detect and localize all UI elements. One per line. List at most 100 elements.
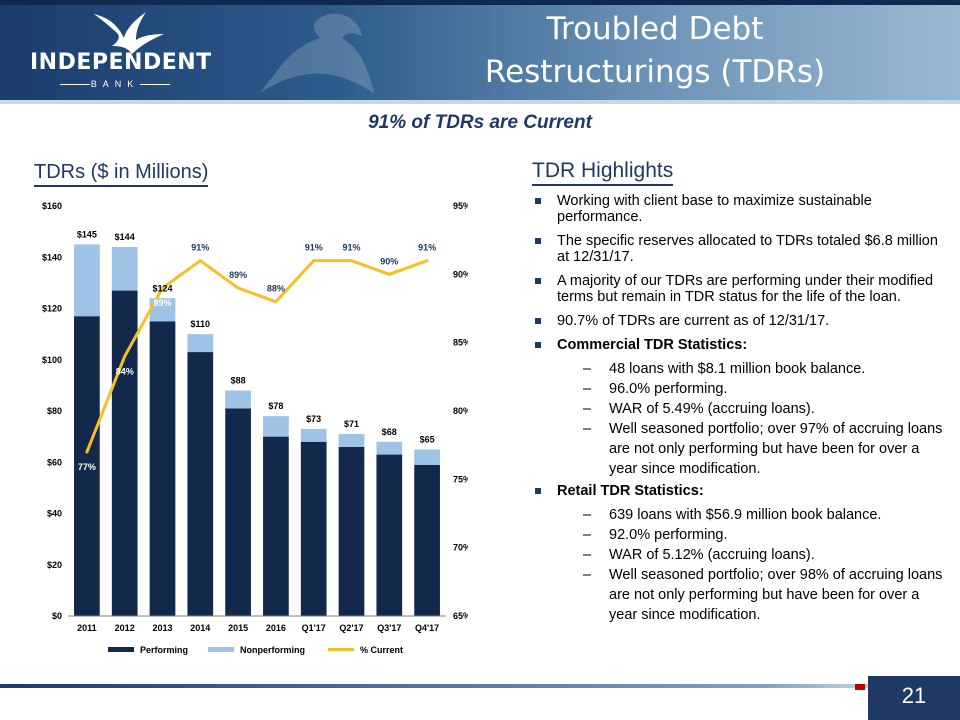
bullet-text: Commercial TDR Statistics: — [557, 337, 748, 353]
legend-label: Performing — [140, 645, 188, 655]
y-left-tick-label: $60 — [47, 457, 62, 467]
total-data-label: $71 — [344, 419, 359, 429]
bar-nonperforming — [149, 298, 176, 322]
retail-stat-item: – 92.0% performing. — [533, 525, 943, 545]
y-left-tick-label: $80 — [47, 406, 62, 416]
footer-accent — [855, 684, 865, 690]
commercial-stat-item: – 48 loans with $8.1 million book balance… — [533, 359, 943, 379]
bar-nonperforming — [187, 334, 214, 353]
bar-nonperforming — [300, 428, 327, 442]
y-right-tick-label: 80% — [453, 406, 468, 416]
commercial-stats-heading: Commercial TDR Statistics: — [533, 337, 943, 353]
bar-nonperforming — [111, 247, 138, 291]
dash-icon: – — [583, 527, 592, 543]
sub-bullet-text: 92.0% performing. — [609, 527, 728, 543]
data-labels-group: $145 $144 $124 $110 $88 $78 $73 $71 $68 $65 77% 84%… — [77, 229, 436, 472]
highlights-list: Working with client base to maximize sus… — [533, 193, 943, 625]
bar-performing — [187, 352, 214, 616]
highlight-bullet: A majority of our TDRs are performing un… — [533, 273, 943, 305]
bullet-text: Retail TDR Statistics: — [557, 483, 704, 499]
bars-group — [74, 244, 440, 616]
current-pct-point — [85, 450, 89, 454]
bar-performing — [149, 321, 176, 616]
x-tick-label: Q1'17 — [302, 623, 326, 633]
bar-performing — [263, 436, 289, 616]
bar-performing — [376, 454, 403, 616]
highlights-heading: TDR Highlights — [532, 159, 674, 186]
x-tick-label: 2014 — [190, 623, 210, 633]
footer-bar — [0, 684, 960, 688]
y-right-tick-label: 75% — [453, 474, 468, 484]
tdr-chart: $145 $144 $124 $110 $88 $78 $73 $71 $68 $65 77% 84%… — [42, 201, 468, 655]
current-pct-point — [236, 286, 240, 290]
retail-stat-item: – WAR of 5.12% (accruing loans). — [533, 545, 943, 565]
bullet-square-icon — [535, 342, 541, 348]
line-group — [85, 259, 429, 454]
pct-data-label: 91% — [342, 243, 360, 253]
commercial-stat-item: – 96.0% performing. — [533, 379, 943, 399]
commercial-stat-item: – Well seasoned portfolio; over 97% of ac… — [533, 419, 943, 479]
bullet-square-icon — [535, 488, 541, 494]
pct-data-label: 91% — [418, 243, 436, 253]
pct-data-label: 91% — [305, 243, 323, 253]
legend-label: Nonperforming — [240, 645, 305, 655]
axes-group: $0 $20 $40 $60 $80 $100 $120 $140 $160 65% 70% 75% 8… — [42, 201, 468, 633]
dash-icon: – — [583, 547, 592, 563]
header-banner: INDEPENDENT BANK Troubled Debt Restructu… — [0, 0, 960, 100]
bar-nonperforming — [225, 390, 251, 409]
x-tick-label: 2012 — [115, 623, 135, 633]
y-right-tick-label: 85% — [453, 338, 468, 348]
current-pct-point — [312, 259, 316, 263]
sub-bullet-text: 639 loans with $56.9 million book balanc… — [609, 507, 882, 523]
slide-subtitle: 91% of TDRs are Current — [368, 112, 592, 133]
x-tick-label: 2013 — [152, 623, 172, 633]
x-tick-label: 2016 — [266, 623, 286, 633]
y-left-tick-label: $160 — [42, 201, 62, 211]
total-data-label: $145 — [77, 229, 97, 239]
dash-icon: – — [583, 421, 592, 437]
highlight-bullet: The specific reserves allocated to TDRs … — [533, 233, 943, 265]
dash-icon: – — [583, 361, 592, 377]
bullet-text: A majority of our TDRs are performing un… — [557, 273, 934, 305]
x-tick-label: 2011 — [77, 623, 97, 633]
logo-wordmark: INDEPENDENT — [30, 50, 212, 75]
header-top-stripe — [0, 0, 960, 5]
y-right-tick-label: 90% — [453, 269, 468, 279]
retail-stat-item: – Well seasoned portfolio; over 98% of ac… — [533, 565, 943, 625]
pct-data-label: 88% — [267, 284, 285, 294]
current-pct-point — [425, 259, 429, 263]
pct-data-label: 84% — [116, 366, 134, 376]
bar-nonperforming — [376, 441, 403, 455]
sub-bullet-text: Well seasoned portfolio; over 97% of acc… — [609, 421, 943, 477]
dash-icon: – — [583, 507, 592, 523]
dash-icon: – — [583, 401, 592, 417]
eagle-logo-icon — [94, 12, 164, 54]
page-number: 21 — [868, 676, 960, 720]
y-left-tick-label: $0 — [52, 611, 62, 621]
x-tick-label: Q2'17 — [339, 623, 363, 633]
legend-label: % Current — [360, 645, 403, 655]
bullet-text: 90.7% of TDRs are current as of 12/31/17… — [557, 313, 830, 329]
bullet-text: Working with client base to maximize sus… — [557, 193, 872, 225]
y-left-tick-label: $20 — [47, 560, 62, 570]
y-left-tick-label: $40 — [47, 509, 62, 519]
total-data-label: $124 — [152, 283, 172, 293]
dash-icon: – — [583, 381, 592, 397]
chart-title: TDRs ($ in Millions) — [34, 161, 209, 187]
y-right-tick-label: 95% — [453, 201, 468, 211]
total-data-label: $110 — [191, 319, 211, 329]
bar-nonperforming — [263, 416, 289, 437]
bar-performing — [300, 441, 327, 616]
bar-performing — [111, 290, 138, 616]
bullet-square-icon — [535, 238, 541, 244]
sub-bullet-text: WAR of 5.49% (accruing loans). — [609, 401, 815, 417]
legend-swatch — [208, 647, 234, 652]
commercial-stat-item: – WAR of 5.49% (accruing loans). — [533, 399, 943, 419]
bar-performing — [338, 446, 365, 616]
header-divider — [0, 100, 960, 104]
retail-stat-item: – 639 loans with $56.9 million book balan… — [533, 505, 943, 525]
current-pct-point — [161, 286, 164, 290]
bar-nonperforming — [414, 449, 440, 465]
bullet-square-icon — [535, 318, 541, 324]
y-right-tick-label: 65% — [453, 611, 468, 621]
